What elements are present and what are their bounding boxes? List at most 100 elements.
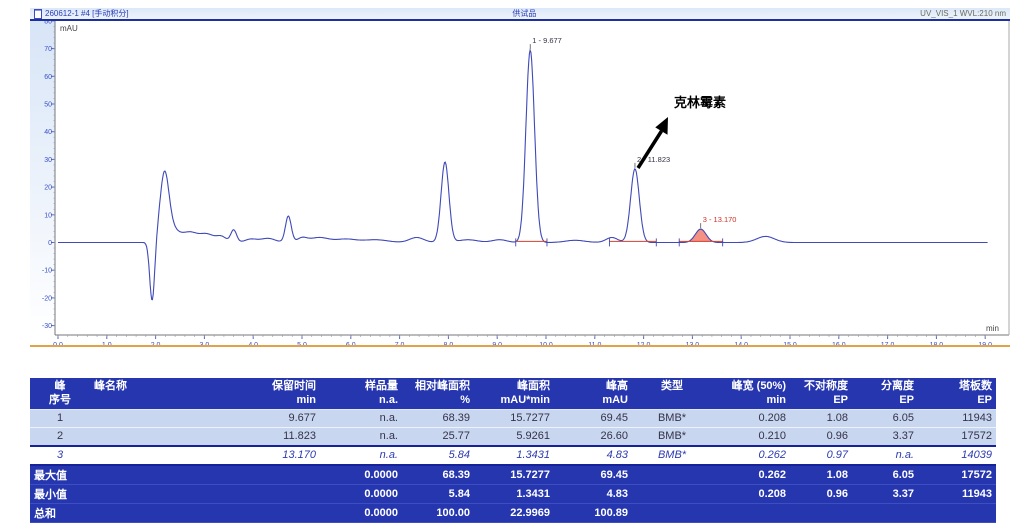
summary-cell: 1.08 — [790, 464, 852, 485]
summary-cell: 0.208 — [712, 484, 790, 504]
summary-cell — [260, 464, 320, 485]
x-axis-tick-label: 14.0 — [734, 342, 748, 346]
peak-cell: 0.97 — [790, 444, 852, 466]
peak-cell: BMB* — [632, 427, 712, 447]
summary-cell: 6.05 — [852, 464, 918, 485]
peak-cell: BMB* — [632, 409, 712, 428]
annotation-arrow-head — [655, 117, 668, 135]
y-axis-tick-label: 30 — [44, 157, 52, 164]
summary-cell: 22.9969 — [474, 503, 554, 523]
peak-cell: 17572 — [918, 427, 996, 447]
x-axis-tick-label: 8.0 — [444, 342, 454, 346]
y-axis-tick-label: 20 — [44, 185, 52, 192]
column-header: 保留时间 min — [260, 378, 320, 410]
summary-row: 最大值 0.0000 68.39 15.7277 69.45 0.262 1.08 6.05 1… — [30, 464, 996, 485]
peak-cell: 5.84 — [402, 444, 474, 466]
summary-row: 最小值 0.0000 5.84 1.3431 4.83 0.208 0.96 3.37 1194… — [30, 484, 996, 504]
column-header: 峰序号 — [30, 378, 90, 410]
x-axis-tick-label: 5.0 — [297, 342, 307, 346]
summary-cell: 5.84 — [402, 484, 474, 504]
summary-cell: 69.45 — [554, 464, 632, 485]
x-axis-tick-label: 2.0 — [151, 342, 161, 346]
clindamycin-annotation: 克林霉素 — [674, 95, 726, 110]
annotation-arrow-shaft — [636, 130, 663, 169]
x-axis-tick-label: 0.0 — [53, 342, 63, 346]
chromatogram-trace — [58, 48, 988, 301]
y-axis-tick-label: -30 — [42, 323, 52, 330]
chromatogram-header: 260612-1 #4 [手动积分] 供试品 UV_VIS_1 WVL:210 … — [30, 8, 1010, 21]
summary-cell — [632, 503, 712, 523]
summary-cell — [632, 484, 712, 504]
x-axis-unit-label: min — [986, 324, 999, 333]
injection-info: 260612-1 #4 [手动积分] — [34, 8, 129, 19]
summary-cell — [918, 503, 996, 523]
divider-line — [30, 345, 1010, 347]
peak-row: 2 11.823 n.a. 25.77 5.9261 26.60 BMB* 0.210 0.96… — [30, 427, 996, 447]
summary-cell — [260, 484, 320, 504]
column-header: 相对峰面积% — [402, 378, 474, 410]
peak-cell: 26.60 — [554, 427, 632, 447]
summary-cell — [712, 503, 790, 523]
chromatogram-plot: -30 -20 -10 0 10 20 30 40 50 60 70 80 0.0 1.0 2.0 3.0 4.… — [30, 21, 1010, 346]
summary-cell: 15.7277 — [474, 464, 554, 485]
peak3-fill — [677, 229, 725, 243]
x-axis-tick-label: 4.0 — [248, 342, 258, 346]
peak-cell — [90, 444, 260, 466]
column-header: 类型 — [632, 378, 712, 410]
peak-cell: 0.208 — [712, 409, 790, 428]
x-axis-tick-label: 1.0 — [102, 342, 112, 346]
summary-cell: 11943 — [918, 484, 996, 504]
x-axis-tick-label: 10.0 — [539, 342, 553, 346]
summary-cell: 1.3431 — [474, 484, 554, 504]
peak-cell: 0.96 — [790, 427, 852, 447]
x-axis-tick-label: 16.0 — [832, 342, 846, 346]
summary-cell: 100.00 — [402, 503, 474, 523]
peak-cell: 11.823 — [260, 427, 320, 447]
summary-label: 总和 — [30, 503, 260, 523]
summary-label: 最大值 — [30, 464, 260, 485]
summary-cell: 3.37 — [852, 484, 918, 504]
column-header: 峰高 mAU — [554, 378, 632, 410]
summary-cell: 100.89 — [554, 503, 632, 523]
x-axis-tick-label: 13.0 — [686, 342, 700, 346]
peak-cell — [90, 409, 260, 428]
y-axis-tick-label: 40 — [44, 129, 52, 136]
peak-cell: 1.08 — [790, 409, 852, 428]
y-axis-unit-label: mAU — [60, 24, 78, 33]
summary-cell — [852, 503, 918, 523]
peak-cell: 13.170 — [260, 444, 320, 466]
peak-label: 3 - 13.170 — [703, 215, 737, 224]
x-axis-tick-label: 18.0 — [930, 342, 944, 346]
summary-cell: 68.39 — [402, 464, 474, 485]
injection-icon — [34, 8, 42, 19]
peak-cell: 6.05 — [852, 409, 918, 428]
column-header: 不对称度 EP — [790, 378, 852, 410]
summary-label: 最小值 — [30, 484, 260, 504]
peak-cell: 68.39 — [402, 409, 474, 428]
summary-cell — [790, 503, 852, 523]
peak-cell: 69.45 — [554, 409, 632, 428]
y-axis-tick-label: 10 — [44, 212, 52, 219]
peak-row: 1 9.677 n.a. 68.39 15.7277 69.45 BMB* 0.208 1.08… — [30, 409, 996, 428]
y-axis-tick-label: -10 — [42, 268, 52, 275]
y-axis-tick-label: 60 — [44, 74, 52, 81]
summary-row: 总和 0.0000 100.00 22.9969 100.89 — [30, 503, 996, 523]
peak-results-table: 峰序号 峰名称 保留时间 min 样品量 n.a. 相对峰面积% 峰面积 mAU*min 峰高 m… — [30, 378, 996, 523]
peak-label: 1 - 9.677 — [532, 36, 562, 45]
peak-cell: 14039 — [918, 444, 996, 466]
peak-cell: 25.77 — [402, 427, 474, 447]
column-header: 峰名称 — [90, 378, 260, 410]
column-header: 塔板数 EP — [918, 378, 996, 410]
x-axis-tick-label: 6.0 — [346, 342, 356, 346]
x-axis-tick-label: 11.0 — [588, 342, 601, 346]
peak-cell: 15.7277 — [474, 409, 554, 428]
sample-type-label: 供试品 — [512, 9, 537, 18]
peak-cell: n.a. — [320, 427, 402, 447]
x-axis-tick-label: 12.0 — [637, 342, 651, 346]
y-axis-tick-label: 0 — [48, 240, 52, 247]
y-axis-tick-label: 80 — [44, 21, 52, 25]
column-header: 峰宽 (50%) min — [712, 378, 790, 410]
y-axis-tick-label: -20 — [42, 295, 52, 302]
y-axis-strip — [30, 21, 55, 335]
summary-cell: 17572 — [918, 464, 996, 485]
